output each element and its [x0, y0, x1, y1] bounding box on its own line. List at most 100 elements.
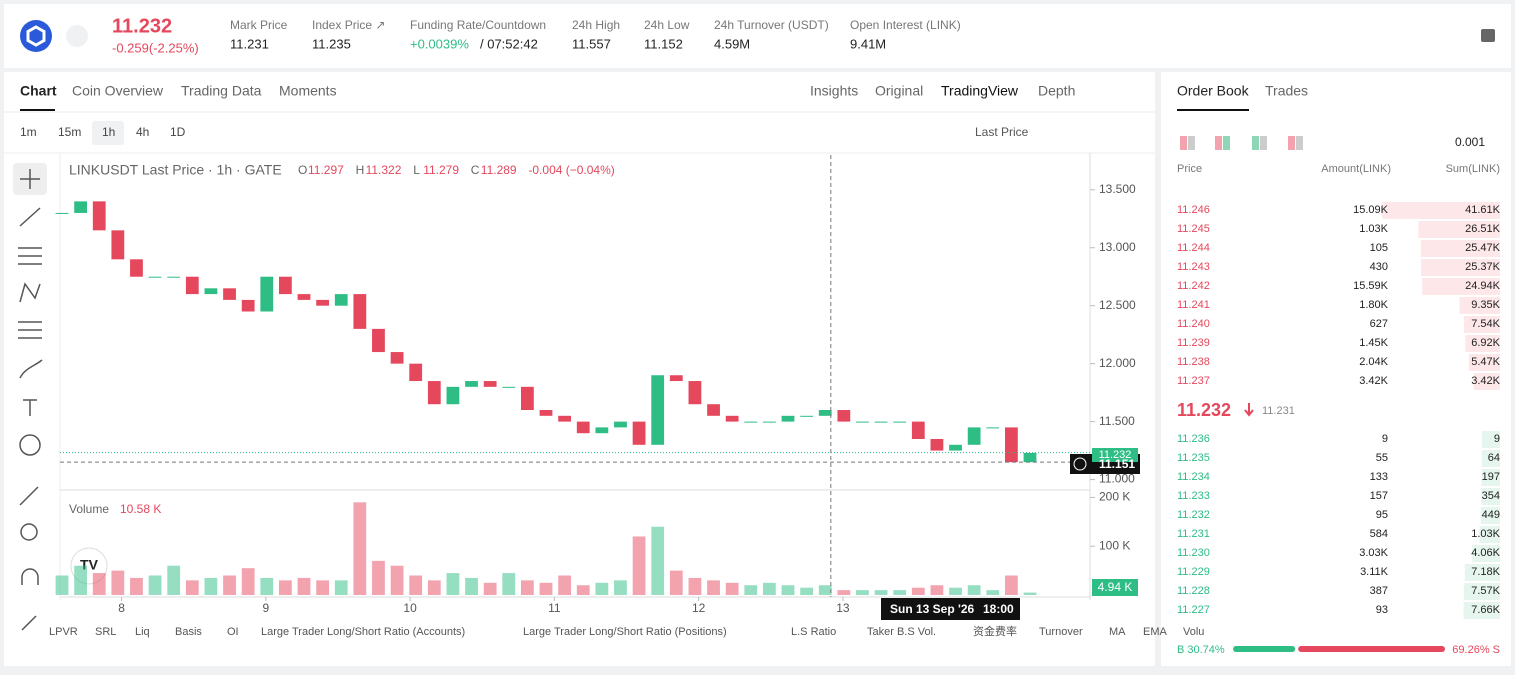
ob-view[interactable] [1260, 136, 1267, 150]
stat-label: Index Price ↗ [312, 18, 385, 32]
ob-price: 11.231 [1177, 528, 1210, 540]
indicator[interactable]: Volu [1183, 626, 1204, 638]
candle [874, 421, 888, 423]
ob-sum: 7.66K [1471, 604, 1500, 616]
candle [465, 381, 478, 387]
indicator[interactable]: Turnover [1039, 626, 1083, 638]
interval[interactable]: 1h [102, 125, 115, 139]
indicator[interactable]: OI [227, 626, 239, 638]
indicator[interactable]: Basis [175, 626, 202, 638]
view-tab[interactable]: Depth [1038, 83, 1075, 99]
indicator[interactable]: LPVR [49, 626, 78, 638]
volume-bar [707, 580, 720, 595]
ob-price: 11.244 [1177, 242, 1210, 254]
ob-view[interactable] [1223, 136, 1230, 150]
volume-bar [967, 585, 981, 595]
volume-bar [818, 585, 832, 595]
ob-sum: 7.54K [1471, 318, 1500, 330]
y-tick-label: 12.500 [1099, 298, 1136, 312]
sell-bar [1298, 646, 1445, 652]
candle [669, 375, 683, 382]
indicator[interactable]: Taker B.S Vol. [867, 626, 936, 638]
ob-tab[interactable]: Trades [1265, 83, 1308, 99]
y-tick-label: 11.000 [1099, 472, 1135, 486]
tab[interactable]: Moments [279, 83, 337, 99]
last-price-label: 11.232 [1099, 449, 1132, 461]
ob-price: 11.234 [1177, 471, 1210, 483]
candle [148, 276, 162, 278]
ohlc-value: 11.297 [308, 163, 344, 177]
ob-sum: 24.94K [1465, 280, 1501, 292]
ob-amount: 9 [1382, 433, 1388, 445]
indicator[interactable]: Large Trader Long/Short Ratio (Accounts) [261, 626, 465, 638]
volume-bar [353, 502, 367, 595]
candle [949, 444, 962, 451]
tab[interactable]: Trading Data [181, 83, 262, 99]
depth-bar [1420, 240, 1500, 257]
ob-price: 11.229 [1177, 566, 1210, 578]
ob-view[interactable] [1188, 136, 1195, 150]
top-bar [4, 4, 1511, 68]
depth-bar [1463, 316, 1500, 333]
volume-bar [409, 575, 423, 595]
ob-view[interactable] [1180, 136, 1187, 150]
ob-precision[interactable]: 0.001 [1455, 135, 1485, 149]
ohlc-key: L [413, 163, 420, 177]
indicator[interactable]: L.S Ratio [791, 626, 836, 638]
candle [688, 381, 702, 405]
depth-bar [1421, 259, 1500, 276]
indicator[interactable]: Large Trader Long/Short Ratio (Positions… [523, 626, 727, 638]
interval[interactable]: 1D [170, 125, 186, 139]
candle [297, 294, 311, 300]
ob-view[interactable] [1296, 136, 1303, 150]
favorite[interactable] [66, 25, 88, 47]
indicator[interactable]: Liq [135, 626, 150, 638]
ob-amount: 105 [1370, 242, 1388, 254]
volume-bar [502, 573, 516, 595]
tab[interactable]: Chart [20, 83, 57, 99]
ob-tab[interactable]: Order Book [1177, 83, 1250, 99]
price-source[interactable]: Last Price [975, 125, 1029, 139]
x-tick-label: 9 [262, 601, 269, 615]
interval[interactable]: 15m [58, 125, 81, 139]
candle [930, 438, 944, 451]
ob-view[interactable] [1252, 136, 1259, 150]
candle [130, 259, 143, 277]
depth-bar [1459, 297, 1500, 314]
view-tab[interactable]: Original [875, 83, 923, 99]
volume-bar [1023, 592, 1037, 595]
indicator[interactable]: MA [1109, 626, 1126, 638]
ob-amount: 15.59K [1353, 280, 1389, 292]
price-change: -0.259(-2.25%) [112, 40, 199, 55]
crosshair-label: 11.151 [1099, 457, 1135, 471]
depth-bar [1481, 488, 1500, 505]
ob-sum: 9.35K [1471, 299, 1500, 311]
ob-view[interactable] [1215, 136, 1222, 150]
tab[interactable]: Coin Overview [72, 83, 164, 99]
volume-bar [390, 565, 404, 595]
indicator[interactable]: SRL [95, 626, 116, 638]
interval[interactable]: 1m [20, 125, 37, 139]
volume-bar [614, 580, 627, 595]
volume-bar [130, 577, 143, 595]
stat-value: 4.59M [714, 36, 750, 51]
indicator[interactable]: EMA [1143, 626, 1168, 638]
x-tick-label: 8 [118, 601, 125, 615]
volume-bar [874, 590, 888, 595]
view-tab[interactable]: Insights [810, 83, 858, 99]
candle [92, 201, 106, 231]
interval[interactable]: 4h [136, 125, 149, 139]
stat-value: 9.41M [850, 36, 886, 51]
indicator[interactable]: 资金费率 [973, 624, 1017, 638]
ob-view[interactable] [1288, 136, 1295, 150]
volume-bar [316, 580, 330, 595]
stat-label: Open Interest (LINK) [850, 18, 961, 32]
volume-bar [74, 565, 88, 595]
menu-icon[interactable] [1481, 29, 1495, 42]
ob-price: 11.241 [1177, 299, 1210, 311]
volume-bar [260, 577, 274, 595]
view-tab[interactable]: TradingView [941, 83, 1019, 99]
ob-mid: 11.232 [1177, 400, 1231, 420]
